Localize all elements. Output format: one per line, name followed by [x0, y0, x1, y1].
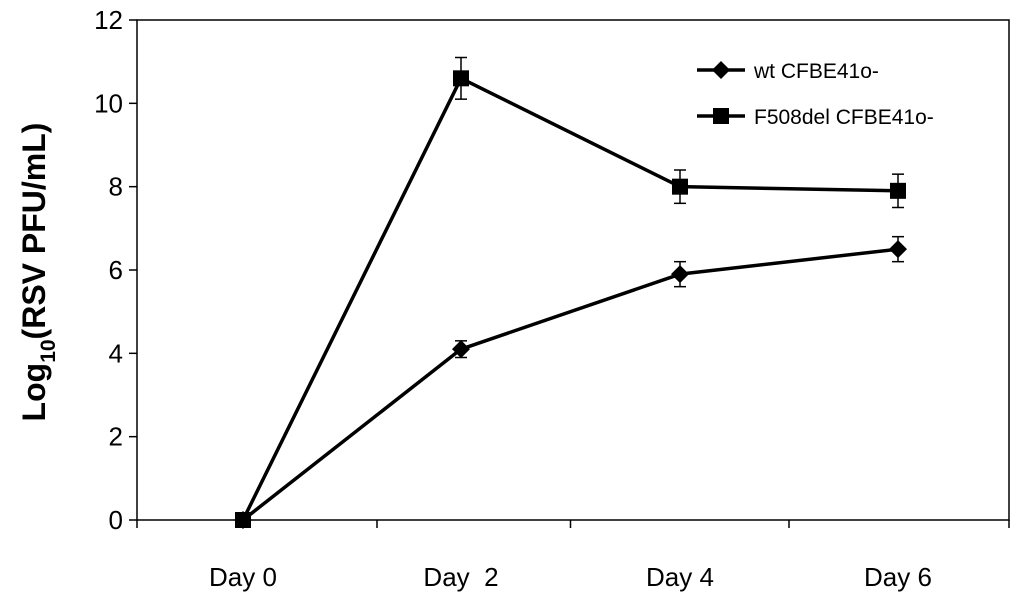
series-layer [234, 56, 907, 529]
y-axis-label-main: Log [16, 363, 52, 422]
y-tick-label-4: 4 [109, 338, 123, 368]
series-0 [234, 235, 907, 529]
series-1 [235, 56, 906, 528]
x-category-label-1: Day 2 [423, 562, 498, 592]
plot-area-frame [136, 19, 1010, 521]
data-point-1-3 [890, 182, 906, 199]
x-category-label-3: Day 6 [864, 562, 932, 592]
legend-marker-0 [712, 61, 730, 79]
svg-text:Log10(RSV PFU/mL): Log10(RSV PFU/mL) [16, 123, 60, 422]
data-point-1-1 [453, 70, 469, 87]
x-category-label-2: Day 4 [646, 562, 714, 592]
y-axis-label: Log10(RSV PFU/mL) [16, 123, 60, 422]
y-tick-label-8: 8 [109, 172, 123, 202]
data-point-0-1 [452, 340, 470, 359]
data-point-1-0 [235, 512, 251, 528]
y-tick-label-2: 2 [109, 422, 123, 452]
y-axis-label-subscript: 10 [37, 339, 60, 362]
series-line-0 [241, 247, 899, 522]
x-category-label-0: Day 0 [209, 562, 277, 592]
legend-marker-1 [713, 108, 729, 124]
legend-label-0: wt CFBE41o- [753, 60, 879, 83]
data-point-1-2 [672, 178, 688, 195]
data-point-0-3 [889, 240, 907, 259]
series-line-1 [241, 76, 899, 521]
y-tick-label-10: 10 [94, 88, 123, 118]
data-point-0-2 [671, 265, 689, 284]
y-tick-label-0: 0 [109, 505, 123, 535]
legend-label-1: F508del CFBE41o- [754, 106, 934, 129]
y-tick-label-6: 6 [109, 255, 123, 285]
y-tick-label-12: 12 [94, 5, 123, 35]
legend: wt CFBE41o- F508del CFBE41o- [697, 60, 934, 129]
y-axis-label-rest: (RSV PFU/mL) [16, 123, 52, 340]
axes: 0 2 4 6 8 10 12 Day 0 Day 2 Day 4 Day 6 [94, 5, 1010, 592]
